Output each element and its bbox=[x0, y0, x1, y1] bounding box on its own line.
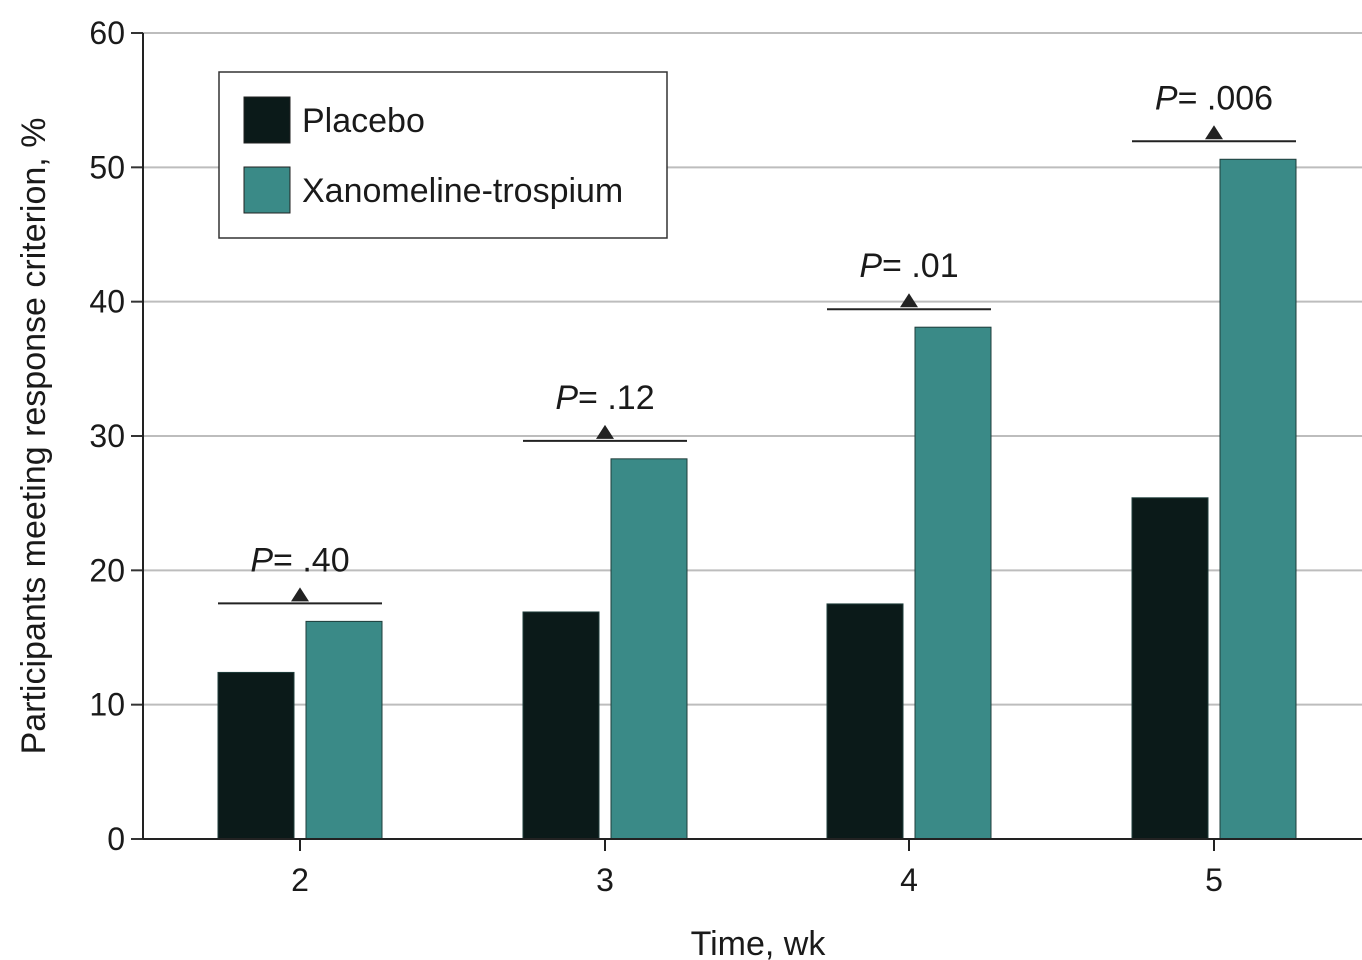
bar-xanomeline-trospium-week-4 bbox=[914, 326, 992, 840]
p-value-number: = .12 bbox=[578, 379, 655, 417]
p-value-number: = .01 bbox=[882, 247, 959, 285]
legend-label-placebo: Placebo bbox=[302, 102, 425, 140]
y-tick-label: 40 bbox=[89, 284, 125, 320]
x-tick-label: 4 bbox=[900, 862, 918, 898]
x-tick-label: 2 bbox=[291, 862, 309, 898]
y-tick-label: 60 bbox=[89, 15, 125, 51]
p-value-symbol: P bbox=[555, 379, 578, 417]
bar-xanomeline-trospium-week-5 bbox=[1219, 158, 1297, 840]
p-value-symbol: P bbox=[250, 541, 273, 579]
p-value-number: = .006 bbox=[1178, 79, 1273, 117]
axes bbox=[142, 33, 1362, 840]
bar-placebo-week-5 bbox=[1131, 497, 1209, 840]
p-value-symbol: P bbox=[859, 247, 882, 285]
legend-swatch-xanomeline-trospium bbox=[243, 166, 291, 214]
p-value-marker bbox=[291, 587, 309, 602]
p-value-annotations: P= .40P= .12P= .01P= .006 bbox=[218, 79, 1296, 605]
legend-swatch-placebo bbox=[243, 96, 291, 144]
y-tick-label: 10 bbox=[89, 687, 125, 723]
legend-label-xanomeline-trospium: Xanomeline-trospium bbox=[302, 172, 623, 210]
y-tick-label: 0 bbox=[107, 821, 125, 857]
legend-box bbox=[218, 71, 668, 239]
y-axis-title: Participants meeting response criterion,… bbox=[15, 118, 53, 755]
bar-placebo-week-2 bbox=[217, 671, 295, 840]
p-value-label: P= .40 bbox=[250, 541, 349, 579]
x-tick-label: 5 bbox=[1205, 862, 1223, 898]
p-value-marker bbox=[1205, 125, 1223, 140]
bar-xanomeline-trospium-week-3 bbox=[610, 458, 688, 840]
p-value-label: P= .01 bbox=[859, 247, 958, 285]
legend: Placebo Xanomeline-trospium bbox=[218, 71, 668, 239]
p-value-number: = .40 bbox=[273, 541, 350, 579]
y-tick-label: 50 bbox=[89, 149, 125, 185]
bar-xanomeline-trospium-week-2 bbox=[305, 620, 383, 840]
x-axis-ticks: 2 3 4 5 bbox=[291, 839, 1223, 898]
p-value-marker bbox=[900, 293, 918, 308]
x-axis-title: Time, wk bbox=[691, 925, 827, 960]
y-axis-ticks: 0 10 20 30 40 50 60 bbox=[89, 15, 143, 857]
x-tick-label: 3 bbox=[596, 862, 614, 898]
bar-placebo-week-4 bbox=[826, 603, 904, 840]
p-value-marker bbox=[596, 424, 614, 439]
y-tick-label: 30 bbox=[89, 418, 125, 454]
y-tick-label: 20 bbox=[89, 552, 125, 588]
p-value-symbol: P bbox=[1155, 79, 1178, 117]
p-value-label: P= .12 bbox=[555, 379, 654, 417]
bar-placebo-week-3 bbox=[522, 611, 600, 840]
bars bbox=[217, 158, 1297, 840]
p-value-label: P= .006 bbox=[1155, 79, 1273, 117]
